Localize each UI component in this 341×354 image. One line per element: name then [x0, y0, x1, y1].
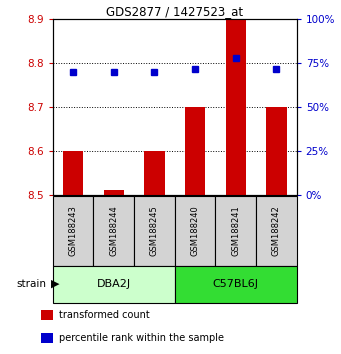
- Text: GSM188243: GSM188243: [69, 206, 78, 256]
- Bar: [93, 196, 134, 266]
- Text: percentile rank within the sample: percentile rank within the sample: [59, 333, 224, 343]
- Bar: [175, 266, 297, 303]
- Bar: [225, 19, 246, 195]
- Bar: [63, 151, 83, 195]
- Text: transformed count: transformed count: [59, 310, 150, 320]
- Text: GSM188242: GSM188242: [272, 206, 281, 256]
- Bar: [216, 196, 256, 266]
- Text: C57BL6J: C57BL6J: [213, 279, 259, 289]
- Bar: [134, 196, 175, 266]
- Bar: [53, 266, 175, 303]
- Text: GSM188244: GSM188244: [109, 206, 118, 256]
- Bar: [185, 107, 205, 195]
- Text: ▶: ▶: [51, 279, 60, 289]
- Bar: [144, 151, 165, 195]
- Text: GSM188240: GSM188240: [191, 206, 199, 256]
- Bar: [53, 196, 93, 266]
- Bar: [104, 190, 124, 195]
- Text: GSM188245: GSM188245: [150, 206, 159, 256]
- Text: strain: strain: [16, 279, 46, 289]
- Bar: [266, 107, 286, 195]
- Bar: [175, 196, 216, 266]
- Text: GSM188241: GSM188241: [231, 206, 240, 256]
- Text: DBA2J: DBA2J: [97, 279, 131, 289]
- Bar: [41, 310, 53, 320]
- Bar: [256, 196, 297, 266]
- Title: GDS2877 / 1427523_at: GDS2877 / 1427523_at: [106, 5, 243, 18]
- Bar: [41, 333, 53, 343]
